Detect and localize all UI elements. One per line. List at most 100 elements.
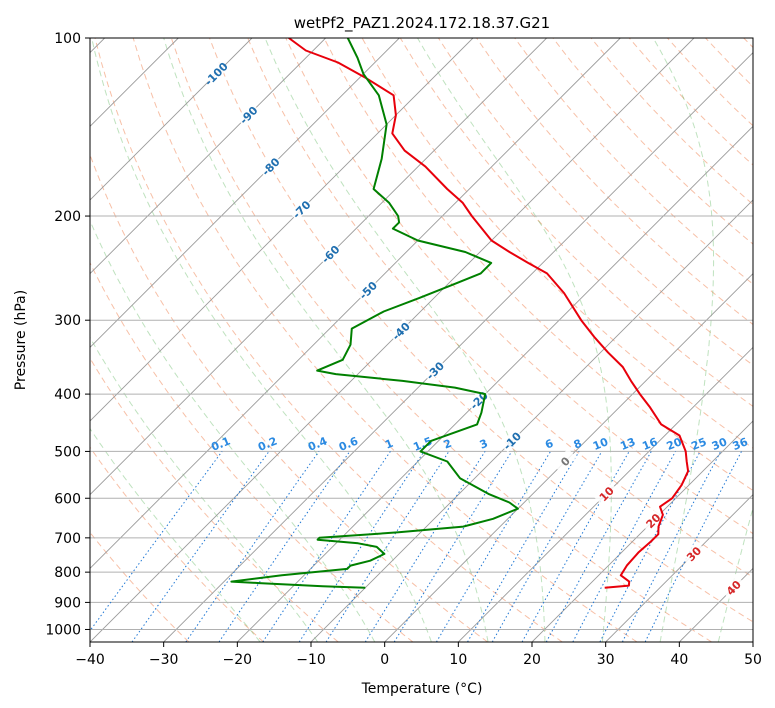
- isotherm: [90, 38, 621, 569]
- y-tick-label: 600: [54, 491, 81, 507]
- isotherm: [90, 38, 400, 348]
- y-axis-ticks: 100 200 300 400 500 600 700 800 900 1000: [45, 31, 90, 638]
- mixing-ratio-line: [364, 451, 486, 642]
- mixing-ratio-line: [621, 451, 722, 642]
- mixing-ratio-line: [572, 451, 676, 642]
- x-tick-label: −30: [149, 652, 179, 668]
- mixing-ratio-label: 30: [710, 435, 729, 453]
- dry-adiabat: [285, 38, 753, 535]
- x-tick-label: 30: [597, 652, 615, 668]
- mixing-ratio-label: 16: [640, 435, 659, 453]
- mixing-ratio-label: 13: [618, 435, 637, 453]
- mixing-ratio-line: [262, 451, 391, 642]
- isotherm-label-bg: [640, 508, 665, 533]
- isotherm-label-bg: [388, 318, 413, 343]
- dry-adiabat: [667, 38, 753, 127]
- temperature-profile: [288, 38, 690, 589]
- mixing-ratio-line: [599, 451, 701, 642]
- mixing-ratio-label: 20: [665, 435, 684, 453]
- isotherm-label-bg: [552, 448, 577, 473]
- mixing-ratio-label: 6: [543, 437, 555, 452]
- isotherm-label: -10: [501, 429, 524, 452]
- dry-adiabat: [705, 38, 753, 88]
- mixing-ratio-line: [435, 451, 552, 642]
- dry-adiabat: [514, 38, 753, 285]
- isotherm: [458, 346, 753, 642]
- isotherm-label: -30: [424, 359, 447, 382]
- mixing-ratio-line: [218, 451, 351, 642]
- plot-frame: [89, 37, 754, 643]
- mixing-ratio-label: 25: [689, 435, 708, 453]
- dry-adiabat: [132, 38, 638, 642]
- isotherm: [90, 38, 474, 422]
- isotherm-label-bg: [235, 102, 260, 127]
- x-tick-label: 40: [670, 652, 688, 668]
- mixing-ratio-label: 36: [731, 435, 750, 453]
- background-lines: [90, 38, 753, 642]
- dry-adiabat: [170, 38, 712, 642]
- dry-adiabat: [247, 38, 753, 578]
- isotherm-label-bg: [720, 574, 745, 600]
- isotherm: [531, 420, 753, 642]
- x-tick-label: −20: [223, 652, 253, 668]
- x-tick-label: −10: [296, 652, 326, 668]
- moist-adiabat: [717, 506, 753, 642]
- dry-adiabat: [590, 38, 753, 206]
- mixing-ratio-label: 8: [572, 437, 584, 452]
- y-tick-label: 100: [54, 31, 81, 47]
- isotherm-label-bg: [422, 357, 447, 382]
- y-tick-label: 400: [54, 387, 81, 403]
- moist-adiabat: [417, 38, 612, 642]
- chart-title: wetPf2_PAZ1.2024.172.18.37.G21: [294, 14, 550, 33]
- mixing-ratio-line: [90, 451, 223, 632]
- y-tick-label: 900: [54, 595, 81, 611]
- x-tick-label: 20: [523, 652, 541, 668]
- isotherm: [163, 52, 753, 642]
- isotherm-label: -90: [237, 104, 260, 127]
- dry-adiabat: [90, 446, 264, 642]
- dry-adiabat: [90, 261, 414, 642]
- y-tick-label: 500: [54, 444, 81, 460]
- isotherm-label-bg: [593, 481, 618, 506]
- mixing-ratio-line: [131, 451, 270, 642]
- isotherm-label: -80: [259, 155, 282, 178]
- mixing-ratio-label: 10: [591, 435, 610, 453]
- y-tick-label: 700: [54, 531, 81, 547]
- moist-adiabat: [91, 38, 432, 642]
- isotherm-label-bg: [317, 241, 342, 266]
- mixing-ratio-label: 3: [478, 437, 490, 452]
- y-axis-label: Pressure (hPa): [13, 290, 29, 390]
- moist-adiabat: [163, 38, 489, 642]
- isotherm-label-group: 0: [552, 448, 577, 473]
- dry-adiabat: [323, 38, 753, 492]
- dry-adiabat: [90, 153, 488, 642]
- mixing-ratio-line: [393, 451, 513, 642]
- moist-adiabat: [90, 336, 319, 642]
- moist-adiabat: [652, 38, 715, 642]
- y-tick-label: 800: [54, 565, 81, 581]
- isotherm: [752, 641, 753, 642]
- mixing-ratio-label: 2: [442, 437, 454, 452]
- isotherm: [90, 38, 547, 496]
- isotherm-label-bg: [203, 61, 228, 86]
- isotherm-label-bg: [499, 428, 524, 453]
- dry-adiabat: [209, 38, 753, 623]
- isotherm: [90, 38, 326, 275]
- moist-adiabat: [90, 427, 261, 642]
- dry-adiabat: [476, 38, 753, 326]
- isotherm: [605, 494, 753, 642]
- mixing-ratio-line: [521, 451, 630, 642]
- isotherm-label: -40: [390, 320, 413, 343]
- dewpoint-profile: [230, 38, 519, 589]
- isotherm-label-bg: [681, 541, 706, 566]
- x-tick-label: 50: [744, 652, 762, 668]
- dry-adiabat: [743, 38, 753, 49]
- x-tick-label: 10: [449, 652, 467, 668]
- isotherm: [90, 38, 695, 642]
- isotherm-label: -50: [357, 279, 380, 302]
- isotherm-label: -70: [290, 198, 313, 221]
- mixing-ratio-line: [644, 451, 742, 642]
- dry-adiabat: [94, 38, 563, 642]
- isotherm-label: -100: [202, 60, 231, 89]
